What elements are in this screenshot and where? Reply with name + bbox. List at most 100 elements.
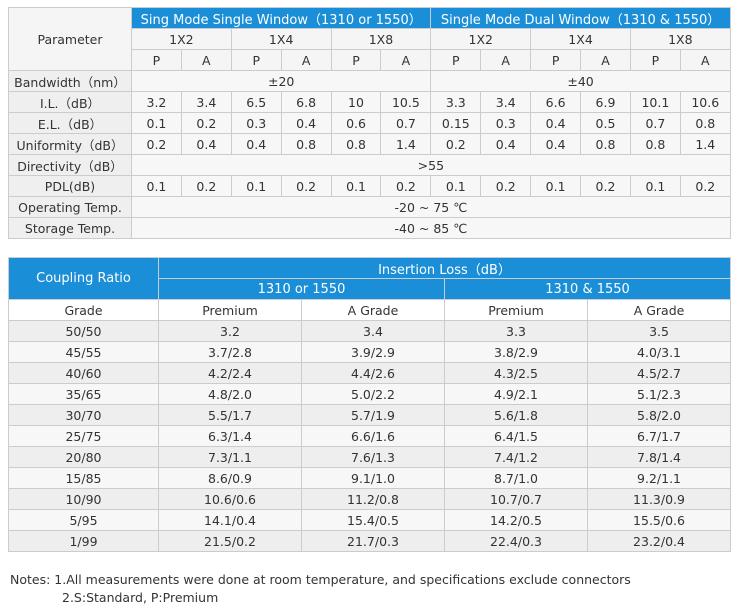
uniformity-value: 0.4: [530, 133, 582, 155]
table-row: 10/90 10.6/0.6 11.2/0.8 10.7/0.7 11.3/0.…: [8, 488, 732, 510]
dual-window-header: Single Mode Dual Window（1310 & 1550）: [430, 7, 731, 29]
pdl-value: 0.1: [530, 175, 582, 197]
bandwidth-row: Bandwidth（nm） ±20 ±40: [8, 70, 731, 92]
pdl-value: 0.2: [180, 175, 232, 197]
uniformity-row: Uniformity（dB） 0.2 0.4 0.4 0.8 0.8 1.4 0…: [8, 133, 731, 155]
coupling-ratio-cell: 50/50: [8, 320, 159, 342]
note-line-1: Notes: 1.All measurements were done at r…: [10, 572, 631, 587]
insertion-loss-cell: 21.5/0.2: [158, 530, 302, 552]
il-value: 10.6: [679, 91, 731, 113]
grade-header: Premium: [158, 299, 302, 321]
pdl-value: 0.2: [480, 175, 532, 197]
el-label: E.L.（dB）: [8, 112, 132, 134]
insertion-loss-cell: 5.1/2.3: [586, 383, 732, 405]
pdl-value: 0.1: [430, 175, 482, 197]
insertion-loss-cell: 8.7/1.0: [444, 467, 588, 489]
il-label: I.L.（dB）: [8, 91, 132, 113]
insertion-loss-cell: 4.2/2.4: [158, 362, 302, 384]
port-header: 1X2: [131, 28, 232, 50]
group-header-row: Parameter Sing Mode Single Window（1310 o…: [8, 7, 731, 71]
window-header-single: 1310 or 1550: [158, 278, 445, 300]
insertion-loss-cell: 3.3: [444, 320, 588, 342]
port-header: 1X4: [230, 28, 332, 50]
uniformity-label: Uniformity（dB）: [8, 133, 132, 155]
table-row: 25/75 6.3/1.4 6.6/1.6 6.4/1.5 6.7/1.7: [8, 425, 732, 447]
grade-header: P: [530, 49, 582, 71]
insertion-loss-cell: 7.4/1.2: [444, 446, 588, 468]
table-row: 30/70 5.5/1.7 5.7/1.9 5.6/1.8 5.8/2.0: [8, 404, 732, 426]
coupling-ratio-table: Coupling Ratio Insertion Loss（dB） 1310 o…: [8, 257, 732, 552]
insertion-loss-cell: 4.9/2.1: [444, 383, 588, 405]
uniformity-value: 0.8: [629, 133, 681, 155]
il-value: 6.5: [230, 91, 282, 113]
port-header: 1X2: [430, 28, 532, 50]
grade-label: Grade: [8, 299, 159, 321]
el-value: 0.4: [280, 112, 332, 134]
directivity-label: Directivity（dB）: [8, 154, 132, 176]
pdl-value: 0.2: [679, 175, 731, 197]
el-value: 0.5: [580, 112, 631, 134]
grade-header: A: [180, 49, 232, 71]
coupling-ratio-cell: 30/70: [8, 404, 159, 426]
table-row: 5/95 14.1/0.4 15.4/0.5 14.2/0.5 15.5/0.6: [8, 509, 732, 531]
insertion-loss-cell: 21.7/0.3: [301, 530, 445, 552]
coupling-ratio-cell: 25/75: [8, 425, 159, 447]
operating-temp-row: Operating Temp. -20 ~ 75 ℃: [8, 196, 731, 218]
coupling-ratio-header: Coupling Ratio: [8, 257, 159, 300]
window-header-dual: 1310 & 1550: [443, 278, 732, 300]
coupling-ratio-cell: 40/60: [8, 362, 159, 384]
insertion-loss-cell: 15.5/0.6: [586, 509, 732, 531]
insertion-loss-cell: 3.5: [586, 320, 732, 342]
insertion-loss-cell: 23.2/0.4: [586, 530, 732, 552]
il-value: 3.4: [480, 91, 532, 113]
insertion-loss-cell: 5.8/2.0: [586, 404, 732, 426]
coupling-ratio-cell: 45/55: [8, 341, 159, 363]
grade-header: A: [580, 49, 631, 71]
uniformity-value: 0.8: [580, 133, 631, 155]
insertion-loss-cell: 10.7/0.7: [444, 488, 588, 510]
table-row: 35/65 4.8/2.0 5.0/2.2 4.9/2.1 5.1/2.3: [8, 383, 732, 405]
insertion-loss-header: Insertion Loss（dB）: [157, 257, 732, 279]
pdl-value: 0.1: [330, 175, 382, 197]
coupling-ratio-cell: 35/65: [8, 383, 159, 405]
uniformity-value: 0.8: [280, 133, 332, 155]
il-value: 10.1: [629, 91, 681, 113]
insertion-loss-cell: 6.3/1.4: [158, 425, 302, 447]
insertion-loss-cell: 6.4/1.5: [444, 425, 588, 447]
insertion-loss-cell: 4.5/2.7: [586, 362, 732, 384]
grade-header: A: [480, 49, 532, 71]
parameter-header: Parameter: [8, 7, 132, 71]
insertion-loss-cell: 22.4/0.3: [444, 530, 588, 552]
el-value: 0.1: [131, 112, 182, 134]
insertion-loss-cell: 4.3/2.5: [444, 362, 588, 384]
table-row: 15/85 8.6/0.9 9.1/1.0 8.7/1.0 9.2/1.1: [8, 467, 732, 489]
il-value: 10: [330, 91, 382, 113]
uniformity-value: 0.2: [131, 133, 182, 155]
il-value: 10.5: [380, 91, 432, 113]
grade-header-row: P A P A P A P A P A P A: [9, 49, 731, 71]
table-row: 45/55 3.7/2.8 3.9/2.9 3.8/2.9 4.0/3.1: [8, 341, 732, 363]
storage-temp-row: Storage Temp. -40 ~ 85 ℃: [8, 217, 731, 239]
table-row: 40/60 4.2/2.4 4.4/2.6 4.3/2.5 4.5/2.7: [8, 362, 732, 384]
note-line-2: 2.S:Standard, P:Premium: [62, 590, 219, 605]
insertion-loss-cell: 4.4/2.6: [301, 362, 445, 384]
pdl-value: 0.2: [580, 175, 631, 197]
insertion-loss-cell: 8.6/0.9: [158, 467, 302, 489]
insertion-loss-cell: 3.9/2.9: [301, 341, 445, 363]
pdl-row: PDL(dB) 0.1 0.2 0.1 0.2 0.1 0.2 0.1 0.2 …: [8, 175, 731, 197]
pdl-value: 0.1: [230, 175, 282, 197]
directivity-row: Directivity（dB） >55: [8, 154, 731, 176]
il-value: 3.3: [430, 91, 482, 113]
insertion-loss-cell: 11.2/0.8: [301, 488, 445, 510]
grade-header-row: Grade Premium A Grade Premium A Grade: [8, 299, 732, 321]
il-value: 6.8: [280, 91, 332, 113]
insertion-loss-cell: 14.1/0.4: [158, 509, 302, 531]
directivity-value: >55: [131, 154, 731, 176]
table-row: 1/99 21.5/0.2 21.7/0.3 22.4/0.3 23.2/0.4: [8, 530, 732, 552]
pdl-value: 0.1: [629, 175, 681, 197]
uniformity-value: 0.4: [180, 133, 232, 155]
insertion-loss-cell: 15.4/0.5: [301, 509, 445, 531]
insertion-loss-cell: 3.2: [158, 320, 302, 342]
insertion-loss-cell: 6.7/1.7: [586, 425, 732, 447]
grade-header: A Grade: [301, 299, 445, 321]
